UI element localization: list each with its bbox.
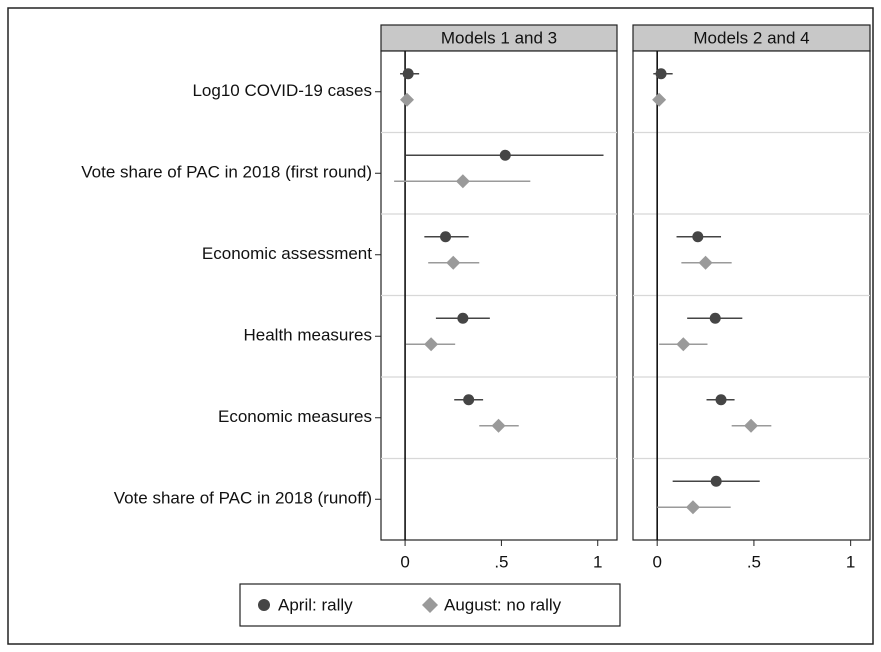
panel-header [380, 24, 618, 52]
y-tick-label: Vote share of PAC in 2018 (first round) [81, 163, 372, 182]
point-estimate [685, 500, 700, 515]
point-estimate [491, 418, 506, 433]
point-estimate [457, 312, 469, 324]
point-estimate [402, 68, 414, 80]
point-estimate [710, 475, 722, 487]
legend-label: April: rally [278, 595, 353, 614]
point-estimate [455, 174, 470, 189]
point-estimate [709, 312, 721, 324]
x-tick-label: 0 [400, 552, 409, 571]
x-tick-label: 1 [593, 552, 602, 571]
point-estimate [676, 337, 691, 352]
x-tick-label: 0 [652, 552, 661, 571]
x-tick-label: .5 [747, 552, 761, 571]
legend-label: August: no rally [444, 595, 562, 614]
y-tick-label: Health measures [243, 326, 372, 345]
panel-title: Models 1 and 3 [441, 28, 557, 47]
point-estimate [499, 149, 511, 161]
point-estimate [446, 255, 461, 270]
point-estimate [655, 68, 667, 80]
point-estimate [698, 255, 713, 270]
point-estimate [715, 394, 727, 406]
point-estimate [463, 394, 475, 406]
panel-title: Models 2 and 4 [693, 28, 809, 47]
point-estimate [692, 231, 704, 243]
x-tick-label: 1 [846, 552, 855, 571]
y-tick-label: Economic measures [218, 407, 372, 426]
x-tick-label: .5 [494, 552, 508, 571]
point-estimate [652, 92, 667, 107]
y-tick-label: Log10 COVID-19 cases [192, 81, 372, 100]
legend-marker [258, 599, 270, 611]
legend-marker [422, 597, 438, 613]
point-estimate [424, 337, 439, 352]
y-tick-label: Vote share of PAC in 2018 (runoff) [114, 489, 372, 508]
point-estimate [440, 231, 452, 243]
point-estimate [400, 92, 415, 107]
y-tick-label: Economic assessment [202, 244, 372, 263]
point-estimate [744, 418, 759, 433]
